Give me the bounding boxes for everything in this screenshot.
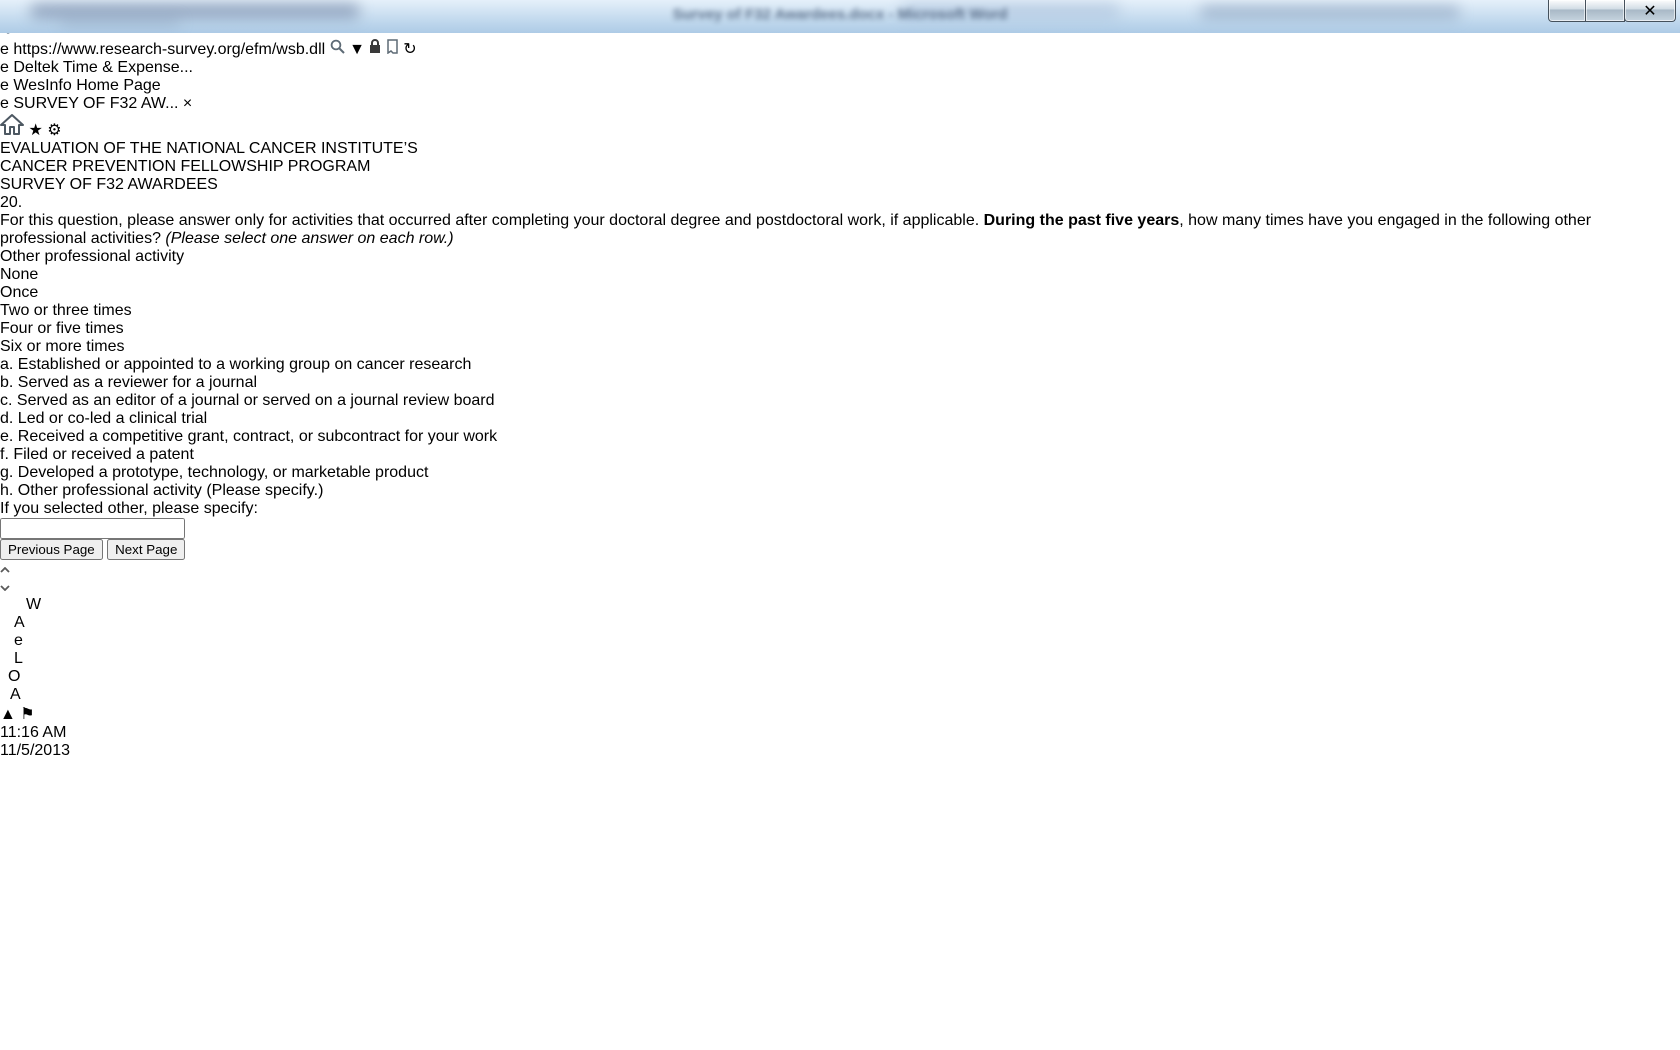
table-row: d. Led or co-led a clinical trial [0,410,1680,428]
table-row: g. Developed a prototype, technology, or… [0,464,1680,482]
other-specify-input[interactable] [0,518,185,539]
taskbar-ie-button[interactable]: e [14,632,1680,650]
scroll-down-button[interactable] [0,578,1680,596]
refresh-icon[interactable]: ↻ [403,41,417,58]
row-label: b. Served as a reviewer for a journal [0,374,258,391]
glass-blur-decoration [1200,6,1460,18]
chevron-up-icon [0,566,10,573]
column-header-4: Six or more times [0,338,125,355]
compatibility-view-icon[interactable] [386,39,403,58]
tray-time: 11:16 AM [0,724,67,741]
chevron-down-icon [0,585,10,592]
column-header-1: Once [0,284,39,301]
row-label: e. Received a competitive grant, contrac… [0,428,498,445]
favorites-star-icon[interactable]: ★ [28,122,43,139]
table-row: c. Served as an editor of a journal or s… [0,392,1680,410]
window-controls: ✕ [1548,0,1676,22]
column-header-2: Two or three times [0,302,132,319]
column-header-activity: Other professional activity [0,248,185,265]
tray-date: 11/5/2013 [0,742,70,759]
column-header-0: None [0,266,39,283]
other-specify-label: If you selected other, please specify: [0,500,258,517]
ie-favicon: e [0,77,9,94]
column-header-3: Four or five times [0,320,124,337]
page-viewport: EVALUATION OF THE NATIONAL CANCER INSTIT… [0,140,1680,560]
minimize-button[interactable] [1548,0,1586,22]
question-italic-segment: (Please select one answer on each row.) [165,230,454,247]
question-20: 20. For this question, please answer onl… [0,194,1680,248]
survey-header-band: EVALUATION OF THE NATIONAL CANCER INSTIT… [0,140,1680,194]
restore-button[interactable] [1585,0,1625,22]
taskbar: W A e L O A ▲ ⚑ [0,596,1680,760]
tab-survey-active[interactable]: e SURVEY OF F32 AW... × [0,95,1680,113]
survey-table: Other professional activity None Once Two o… [0,248,1680,500]
taskbar-adobe-reader-button[interactable]: A [14,614,1680,632]
scroll-up-button[interactable] [0,560,1680,578]
survey-title-line2: CANCER PREVENTION FELLOWSHIP PROGRAM [0,158,371,175]
taskbar-lync-button[interactable]: L [14,650,1680,668]
address-bar[interactable]: e https://www.research-survey.org/efm/ws… [0,39,1680,59]
table-row: a. Established or appointed to a working… [0,356,1680,374]
tab-close-icon[interactable]: × [182,95,193,112]
question-text: For this question, please answer only fo… [0,212,1592,247]
tab-deltek[interactable]: e Deltek Time & Expense... [0,59,1680,77]
glass-blur-decoration [30,4,360,18]
settings-gear-icon[interactable]: ⚙ [47,122,62,139]
acrobat-icon: A [10,686,21,703]
question-number: 20. [0,194,23,211]
url-path: /efm/wsb.dll [240,41,326,58]
search-icon[interactable] [330,39,349,58]
lync-icon: L [14,650,23,667]
question-bold-segment: During the past five years [983,212,1180,229]
tab-label: WesInfo Home Page [13,77,161,94]
glass-blur-decoration [900,2,1120,18]
close-button[interactable]: ✕ [1624,0,1676,22]
internet-explorer-icon: e [14,632,23,649]
row-label: a. Established or appointed to a working… [0,356,472,373]
table-header-row: Other professional activity None Once Two o… [0,248,1680,356]
survey-title-line1: EVALUATION OF THE NATIONAL CANCER INSTIT… [0,140,418,157]
action-center-flag-icon[interactable]: ⚑ [20,706,35,723]
table-row: f. Filed or received a patent [0,446,1680,464]
taskbar-outlook-button[interactable]: O [8,668,1680,686]
tab-wesinfo[interactable]: e WesInfo Home Page [0,77,1680,95]
row-label: f. Filed or received a patent [0,446,194,463]
table-row: h. Other professional activity (Please s… [0,482,1680,500]
table-row: b. Served as a reviewer for a journal [0,374,1680,392]
previous-page-button[interactable]: Previous Page [0,539,103,560]
outlook-icon: O [8,668,21,685]
lock-icon [369,39,385,58]
glass-blur-decoration [60,18,180,26]
ie-favicon: e [0,59,9,76]
row-label: g. Developed a prototype, technology, or… [0,464,429,481]
adobe-reader-icon: A [14,614,25,631]
url-text[interactable]: https://www.research-survey.org/efm/wsb.… [13,41,326,58]
window-titlebar: Survey of F32 Awardees.docx - Microsoft … [0,0,1680,33]
survey-title-line3: SURVEY OF F32 AWARDEES [0,176,218,193]
tray-expand-icon[interactable]: ▲ [0,706,16,723]
ie-favicon: e [0,95,9,112]
tab-label: SURVEY OF F32 AW... [13,95,179,112]
row-label: h. Other professional activity (Please s… [0,482,324,499]
row-label: c. Served as an editor of a journal or s… [0,392,495,409]
word-icon: W [26,596,42,613]
row-label: d. Led or co-led a clinical trial [0,410,208,427]
background-window-title: Survey of F32 Awardees.docx - Microsoft … [672,6,1008,23]
tray-clock[interactable]: 11:16 AM 11/5/2013 [0,724,1680,760]
tab-label: Deltek Time & Expense... [13,59,193,76]
close-icon: ✕ [1643,2,1657,20]
taskbar-word-button[interactable]: W [26,596,1680,614]
address-dropdown-icon[interactable]: ▼ [349,41,365,58]
next-page-button[interactable]: Next Page [107,539,186,560]
vertical-scrollbar[interactable] [0,560,1680,596]
taskbar-acrobat-button[interactable]: A [10,686,1680,704]
table-row: e. Received a competitive grant, contrac… [0,428,1680,446]
home-icon[interactable] [0,114,28,139]
ie-favicon: e [0,41,9,58]
